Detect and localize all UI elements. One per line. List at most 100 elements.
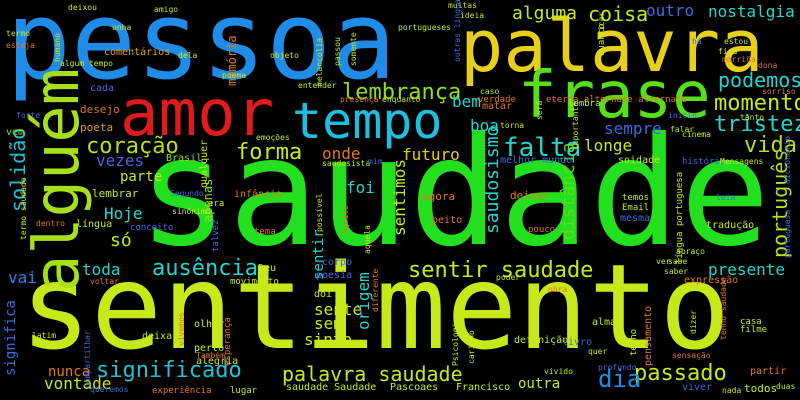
word: outro: [646, 1, 695, 20]
word: presente: [708, 260, 786, 279]
word: significado: [96, 358, 242, 383]
word: coração: [86, 134, 179, 159]
word: Email: [622, 203, 650, 213]
word: soidade: [618, 155, 661, 166]
word: caso: [480, 87, 500, 96]
word: estou: [724, 37, 749, 46]
word: movimento: [230, 277, 279, 287]
word: sentimos: [390, 158, 409, 236]
word: bem: [452, 92, 481, 111]
word: coisa: [588, 2, 649, 26]
word: significa: [3, 300, 19, 376]
word: eterna alternate alternate: [546, 95, 687, 105]
word: definição: [514, 335, 569, 346]
word: peito: [432, 215, 463, 226]
word: história: [682, 157, 726, 167]
word: era: [208, 199, 225, 209]
word: viver: [682, 382, 713, 393]
word: saudosista: [322, 159, 371, 168]
word: tanto: [740, 113, 765, 122]
word: saber: [664, 267, 689, 276]
word: tradução: [706, 220, 755, 231]
word: filme: [740, 325, 768, 335]
word: outra: [518, 376, 561, 392]
word: deixar: [510, 189, 550, 202]
word: pouco: [528, 225, 556, 235]
word: palavra: [460, 4, 764, 88]
word: sabe: [668, 257, 688, 266]
word: ideia: [460, 11, 485, 20]
word: vem: [6, 127, 25, 138]
word: matar: [482, 101, 513, 112]
word: algum tempo: [60, 59, 113, 68]
word: portugueses: [398, 23, 451, 32]
word: Psicologia: [451, 317, 460, 366]
word: longe: [584, 136, 633, 155]
word: cinema: [682, 130, 711, 139]
word: alma: [592, 317, 617, 328]
word: alguém: [20, 68, 93, 292]
word: inicio: [668, 111, 697, 120]
word: vida: [744, 133, 797, 158]
word: saudosismo: [482, 125, 503, 234]
word: emoções: [256, 133, 290, 142]
word: saudade: [138, 106, 771, 280]
word: poema: [222, 71, 247, 80]
word: sentir saudade: [408, 258, 594, 283]
word: corpo: [322, 257, 353, 268]
word: sempre: [604, 119, 662, 138]
word: passou: [333, 37, 342, 66]
word: obra: [548, 285, 568, 294]
word: deixou: [68, 3, 97, 12]
word: sinto: [304, 330, 353, 349]
word: amor: [120, 77, 275, 151]
word: expressão: [684, 275, 739, 286]
word: sensação: [672, 351, 711, 360]
word: partir: [750, 366, 787, 377]
word: lembrar: [92, 187, 139, 200]
word: tenho saudade: [719, 277, 728, 340]
word: vai: [8, 268, 37, 287]
word: aquela: [363, 225, 372, 254]
word: parte: [120, 169, 163, 185]
word: cada: [90, 83, 115, 94]
word: origem: [354, 272, 373, 330]
word: sinônimo: [172, 207, 211, 216]
word: dona: [758, 61, 778, 70]
word: tenho: [629, 328, 639, 356]
word: falta: [503, 133, 582, 163]
word: momento: [714, 91, 800, 116]
word: Pascoaes: [390, 382, 439, 393]
word: Francisco: [456, 382, 511, 393]
word: enquanto: [382, 95, 421, 104]
word: possível: [315, 193, 324, 232]
word: saudade Saudade: [286, 382, 377, 393]
word: poesia: [316, 270, 353, 281]
word: amigo: [154, 5, 179, 14]
word: poder: [496, 273, 521, 282]
word: nada: [722, 386, 742, 395]
word: boa: [470, 116, 499, 135]
word: mesma: [620, 213, 651, 224]
word: diferente: [371, 268, 380, 312]
word: ausência: [152, 256, 258, 281]
word: esteja: [6, 41, 35, 50]
word: dicionário: [783, 135, 792, 184]
word: melhor mundo: [500, 155, 573, 166]
word: queremos: [90, 385, 129, 394]
word: dizer: [689, 309, 698, 334]
word: perto: [194, 343, 225, 354]
word: forte: [16, 111, 41, 120]
word: poeta: [80, 121, 114, 134]
word: portuguesa: [783, 209, 792, 258]
word: termo saudade: [19, 177, 28, 240]
word: falar: [670, 125, 695, 134]
word: vontade: [44, 374, 112, 393]
word: somente: [349, 32, 358, 66]
word: experiência: [152, 386, 212, 396]
word: duas: [776, 382, 796, 391]
word: desejo: [80, 103, 120, 116]
word: sentimento: [20, 238, 731, 376]
word: livro: [562, 337, 593, 348]
word: língua: [76, 219, 113, 230]
